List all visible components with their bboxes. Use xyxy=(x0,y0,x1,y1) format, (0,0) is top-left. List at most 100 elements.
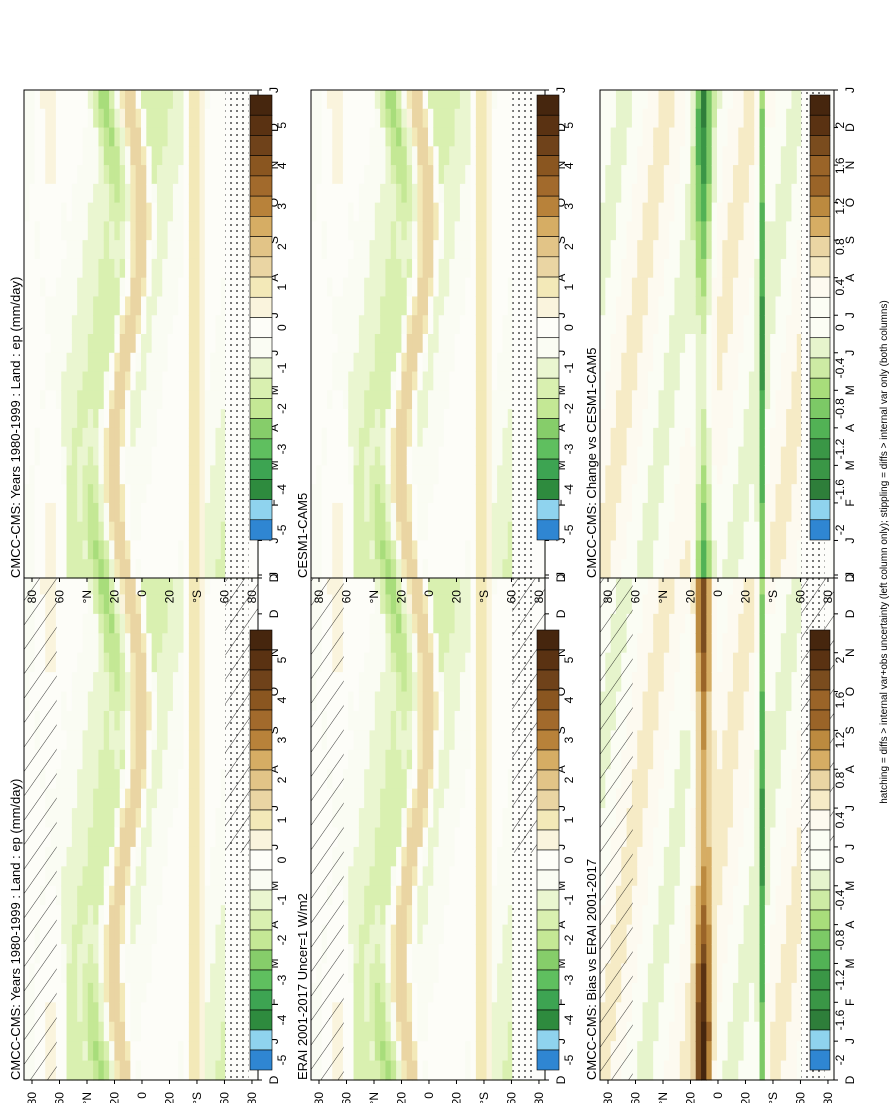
colorbar-box xyxy=(537,237,559,257)
colorbar-label: 0 xyxy=(275,856,289,863)
colorbar-box xyxy=(250,398,272,418)
colorbar-box xyxy=(537,338,559,358)
colorbar-box xyxy=(250,318,272,338)
lat-tick-label: 20 xyxy=(449,1092,463,1103)
colorbar-box xyxy=(537,710,559,730)
colorbar-label: 1.2 xyxy=(833,198,847,215)
lat-tick-label: °S xyxy=(766,590,780,603)
colorbar-label: -5 xyxy=(275,524,289,535)
lat-tick-label: 20 xyxy=(394,1092,408,1103)
lat-tick-label: 60 xyxy=(628,1092,642,1103)
colorbar-box xyxy=(810,650,830,670)
month-tick-label: N xyxy=(843,648,857,657)
colorbar-box xyxy=(250,419,272,439)
lat-tick-label: 60 xyxy=(339,590,353,604)
colorbar-label: 1 xyxy=(562,284,576,291)
stippling xyxy=(512,90,535,578)
colorbar-box xyxy=(250,257,272,277)
colorbar-box xyxy=(250,710,272,730)
colorbar-box xyxy=(810,690,830,710)
colorbar-box xyxy=(250,196,272,216)
colorbar-label: 3 xyxy=(562,736,576,743)
colorbar-label: 1.6 xyxy=(833,157,847,174)
colorbar-box xyxy=(537,318,559,338)
colorbar-box xyxy=(810,710,830,730)
colorbar-box xyxy=(537,670,559,690)
colorbar-label: -1 xyxy=(562,894,576,905)
lat-tick-label: °S xyxy=(477,590,491,603)
colorbar-box xyxy=(537,730,559,750)
colorbar-label: 5 xyxy=(562,122,576,129)
colorbar-box xyxy=(810,670,830,690)
colorbar-box xyxy=(250,930,272,950)
colorbar-box xyxy=(537,378,559,398)
month-tick-label: M xyxy=(843,385,857,395)
colorbar-box xyxy=(810,790,830,810)
month-tick-label: F xyxy=(843,999,857,1006)
colorbar-box xyxy=(810,257,830,277)
colorbar-label: -3 xyxy=(275,443,289,454)
colorbar-box xyxy=(537,439,559,459)
month-tick-label: J xyxy=(843,312,857,318)
colorbar-box xyxy=(250,810,272,830)
colorbar-box xyxy=(810,196,830,216)
month-tick-label: D xyxy=(267,609,281,618)
colorbar-label: -1 xyxy=(275,894,289,905)
month-tick-label: D xyxy=(554,573,568,582)
colorbar-label: 0 xyxy=(562,324,576,331)
colorbar-label: 2 xyxy=(833,656,847,663)
colorbar-box xyxy=(250,378,272,398)
colorbar-box xyxy=(810,176,830,196)
lat-tick-label: 80 xyxy=(821,1092,835,1103)
colorbar-label: -0.8 xyxy=(833,398,847,419)
colorbar-box xyxy=(537,216,559,236)
colorbar-box xyxy=(250,950,272,970)
colorbar-label: 1 xyxy=(275,816,289,823)
lat-tick-label: 80 xyxy=(601,1092,615,1103)
colorbar-label: -1.6 xyxy=(833,479,847,500)
colorbar-label: 0 xyxy=(833,324,847,331)
colorbar-label: -0.4 xyxy=(833,357,847,378)
colorbar-box xyxy=(537,277,559,297)
colorbar-box xyxy=(250,650,272,670)
colorbar-box xyxy=(250,277,272,297)
panel-title: CMCC-CMS: Years 1980-1999 : Land : ep (m… xyxy=(8,277,23,578)
lat-tick-label: 80 xyxy=(532,1092,546,1103)
colorbar-label: 4 xyxy=(275,162,289,169)
colorbar-label: 5 xyxy=(275,656,289,663)
lat-tick-label: 80 xyxy=(601,590,615,604)
colorbar-box xyxy=(537,770,559,790)
colorbar-box xyxy=(810,378,830,398)
month-tick-label: J xyxy=(843,87,857,93)
colorbar-label: 1 xyxy=(275,284,289,291)
colorbar-box xyxy=(537,870,559,890)
colorbar-label: -3 xyxy=(275,974,289,985)
lat-tick-label: °N xyxy=(656,1092,670,1103)
colorbar-label: 5 xyxy=(275,122,289,129)
lat-tick-label: 20 xyxy=(738,1092,752,1103)
lat-tick-label: °N xyxy=(656,590,670,603)
lat-tick-label: 80 xyxy=(532,590,546,604)
colorbar-label: -5 xyxy=(275,1054,289,1065)
colorbar-box xyxy=(250,1010,272,1030)
lat-tick-label: 60 xyxy=(793,590,807,604)
colorbar-box xyxy=(810,1050,830,1070)
lat-tick-label: 80 xyxy=(312,1092,326,1103)
panel-title: ERAI 2001-2017 Uncer=1 W/m2 xyxy=(295,893,310,1080)
hatching xyxy=(311,575,344,1080)
colorbar-label: 2 xyxy=(562,243,576,250)
colorbar-label: 1 xyxy=(562,816,576,823)
colorbar-label: 4 xyxy=(562,162,576,169)
lat-tick-label: 20 xyxy=(683,590,697,604)
lat-tick-label: 0 xyxy=(135,590,149,597)
colorbar-label: -2 xyxy=(833,1054,847,1065)
colorbar-box xyxy=(250,910,272,930)
lat-tick-label: °N xyxy=(80,590,94,603)
colorbar-label: 0.8 xyxy=(833,771,847,788)
lat-tick-label: °S xyxy=(766,1092,780,1103)
lat-tick-label: 60 xyxy=(217,1092,231,1103)
lat-tick-label: °S xyxy=(477,1092,491,1103)
